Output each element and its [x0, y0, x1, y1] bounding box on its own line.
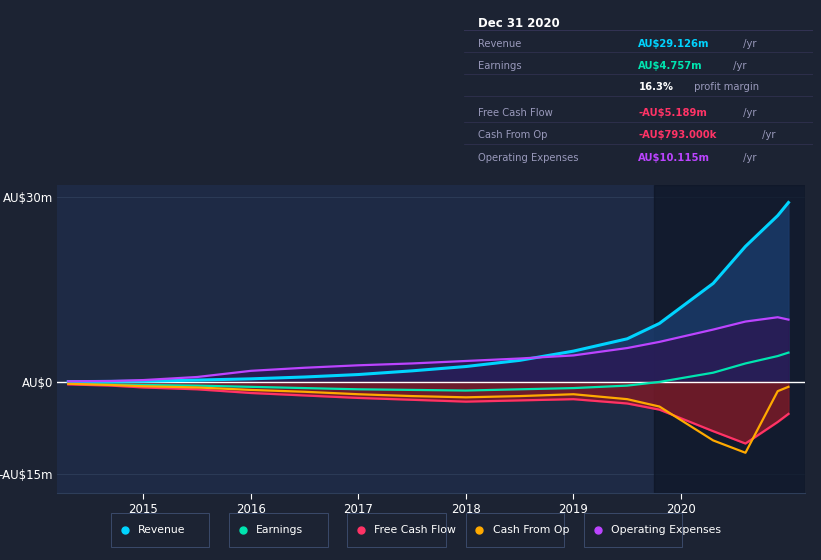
Text: Revenue: Revenue	[478, 39, 521, 49]
Text: Cash From Op: Cash From Op	[478, 130, 548, 141]
Text: /yr: /yr	[740, 39, 756, 49]
Text: /yr: /yr	[759, 130, 776, 141]
Text: AU$10.115m: AU$10.115m	[639, 152, 710, 162]
Text: Operating Expenses: Operating Expenses	[611, 525, 721, 535]
Text: Revenue: Revenue	[138, 525, 186, 535]
Text: AU$4.757m: AU$4.757m	[639, 61, 703, 71]
Text: /yr: /yr	[740, 152, 756, 162]
Text: /yr: /yr	[740, 108, 756, 118]
Text: /yr: /yr	[730, 61, 746, 71]
Bar	[654, 185, 805, 493]
Text: -AU$5.189m: -AU$5.189m	[639, 108, 707, 118]
Text: Free Cash Flow: Free Cash Flow	[374, 525, 456, 535]
Text: -AU$793.000k: -AU$793.000k	[639, 130, 717, 141]
Text: Dec 31 2020: Dec 31 2020	[478, 17, 560, 30]
Text: Earnings: Earnings	[478, 61, 521, 71]
Text: Operating Expenses: Operating Expenses	[478, 152, 578, 162]
Text: profit margin: profit margin	[690, 82, 759, 92]
Text: Cash From Op: Cash From Op	[493, 525, 569, 535]
Text: Free Cash Flow: Free Cash Flow	[478, 108, 553, 118]
Text: 16.3%: 16.3%	[639, 82, 673, 92]
Text: Earnings: Earnings	[256, 525, 303, 535]
Text: AU$29.126m: AU$29.126m	[639, 39, 710, 49]
